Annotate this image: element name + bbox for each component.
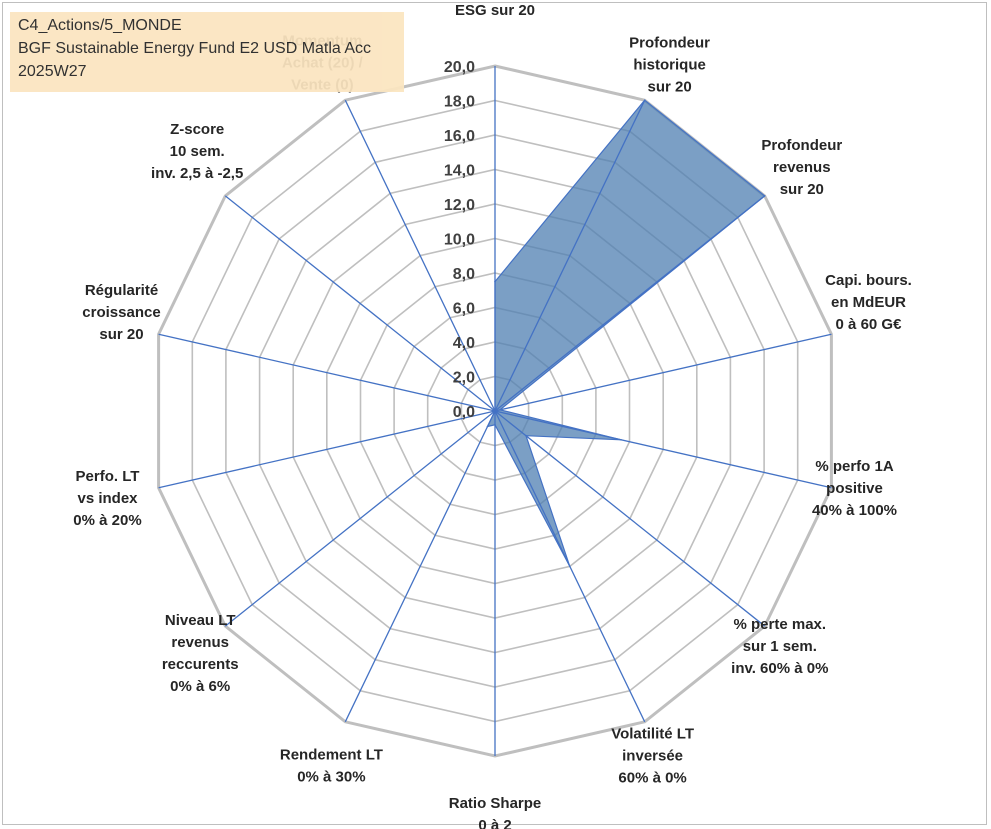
axis-label-line: ESG sur 20 [455,2,535,19]
axis-label-12: Régularité croissance sur 20 [82,282,160,343]
axis-label-7: Volatilité LT inversée 60% à 0% [611,726,694,787]
axis-label-line: 0% à 20% [73,512,141,529]
axis-label-line: 0 à 60 G€ [836,316,903,333]
tick-label: 18,0 [444,94,475,111]
axis-label-line: Profondeur [761,137,842,154]
axis-spoke-14 [344,99,496,412]
tick-label: 20,0 [444,59,475,76]
tick-label: 0,0 [453,404,475,421]
tick-label: 2,0 [453,370,475,387]
axis-label-line: sur 20 [647,78,691,95]
tick-label: 16,0 [444,128,475,145]
axis-spoke-10 [224,410,496,627]
axis-label-line: 60% à 0% [618,770,686,787]
axis-label-line: Régularité [85,282,158,299]
tick-label: 14,0 [444,163,475,180]
tick-label: 12,0 [444,197,475,214]
axis-label-line: 10 sem. [170,143,225,160]
axis-spoke-5 [494,410,832,489]
tick-label: 10,0 [444,232,475,249]
radial-tick-labels: 0,0 2,0 4,0 6,0 8,0 10,0 12,0 14,0 16,0 18,0 20,0 [444,59,475,421]
axis-label-line: inversée [622,748,683,765]
axis-spoke-2 [494,99,646,412]
axis-label-line: Ratio Sharpe [449,795,542,812]
axis-spoke-6 [494,410,766,627]
axis-label-line: 0% à 6% [170,678,230,695]
axis-label-line: % perfo 1A [815,458,894,475]
axis-label-line: Profondeur [629,34,710,51]
radar-spokes [158,66,832,756]
axis-label-line: sur 20 [99,326,143,343]
axis-label-line: revenus [171,634,229,651]
axis-label-3: Profondeur revenus sur 20 [761,137,842,198]
axis-label-line: Rendement LT [280,747,383,764]
axis-label-line: 0% à 30% [297,769,365,786]
axis-label-line: vs index [77,490,138,507]
title-box: C4_Actions/5_MONDE BGF Sustainable Energ… [10,12,404,92]
tick-label: 6,0 [453,301,475,318]
axis-label-6: % perte max. sur 1 sem. inv. 60% à 0% [731,616,828,677]
axis-spoke-13 [224,195,496,412]
axis-spoke-9 [344,410,496,723]
axis-label-5: % perfo 1A positive 40% à 100% [812,458,897,519]
axis-label-line: sur 1 sem. [743,638,817,655]
axis-label-4: Capi. bours. en MdEUR 0 à 60 G€ [825,272,912,333]
axis-label-line: Perfo. LT [76,468,140,485]
axis-label-line: inv. 2,5 à -2,5 [151,165,243,182]
series-area-1 [486,99,766,567]
axis-label-line: Niveau LT [165,612,236,629]
axis-label-line: positive [826,480,883,497]
axis-label-11: Perfo. LT vs index 0% à 20% [73,468,141,529]
axis-label-line: en MdEUR [831,294,906,311]
tick-label: 8,0 [453,266,475,283]
title-line-2: BGF Sustainable Energy Fund E2 USD Matla… [18,40,372,57]
axis-spoke-11 [158,410,496,489]
axis-label-1: NoteESG sur 20 [455,0,535,19]
axis-label-2: Profondeur historique sur 20 [629,34,710,95]
axis-label-line: 0 à 2 [478,817,511,829]
axis-label-8: Ratio Sharpe 0 à 2 [449,795,542,829]
axis-label-line: 40% à 100% [812,502,897,519]
axis-spoke-3 [494,195,766,412]
axis-label-9: Rendement LT 0% à 30% [280,747,383,786]
axis-label-line: historique [633,56,706,73]
axis-label-line: Volatilité LT [611,726,694,743]
axis-label-line: sur 20 [780,181,824,198]
title-line-3: 2025W27 [18,63,87,80]
axis-label-line: % perte max. [734,616,827,633]
axis-label-10: Niveau LT revenus reccurents 0% à 6% [162,612,239,695]
title-line-1: C4_Actions/5_MONDE [18,17,182,34]
axis-spoke-4 [494,333,832,412]
axis-label-13: Z-score 10 sem. inv. 2,5 à -2,5 [151,121,243,182]
axis-label-line: croissance [82,304,160,321]
axis-label-line: inv. 60% à 0% [731,660,828,677]
axis-spoke-7 [494,410,646,723]
axis-label-line: reccurents [162,656,239,673]
axis-labels: NoteESG sur 20 Profondeur historique sur 20… [73,0,912,829]
axis-label-line: Capi. bours. [825,272,912,289]
tick-label: 4,0 [453,335,475,352]
axis-label-line: revenus [773,159,831,176]
axis-label-line: Z-score [170,121,224,138]
radar-series-layer [486,99,766,568]
axis-spoke-12 [158,333,496,412]
